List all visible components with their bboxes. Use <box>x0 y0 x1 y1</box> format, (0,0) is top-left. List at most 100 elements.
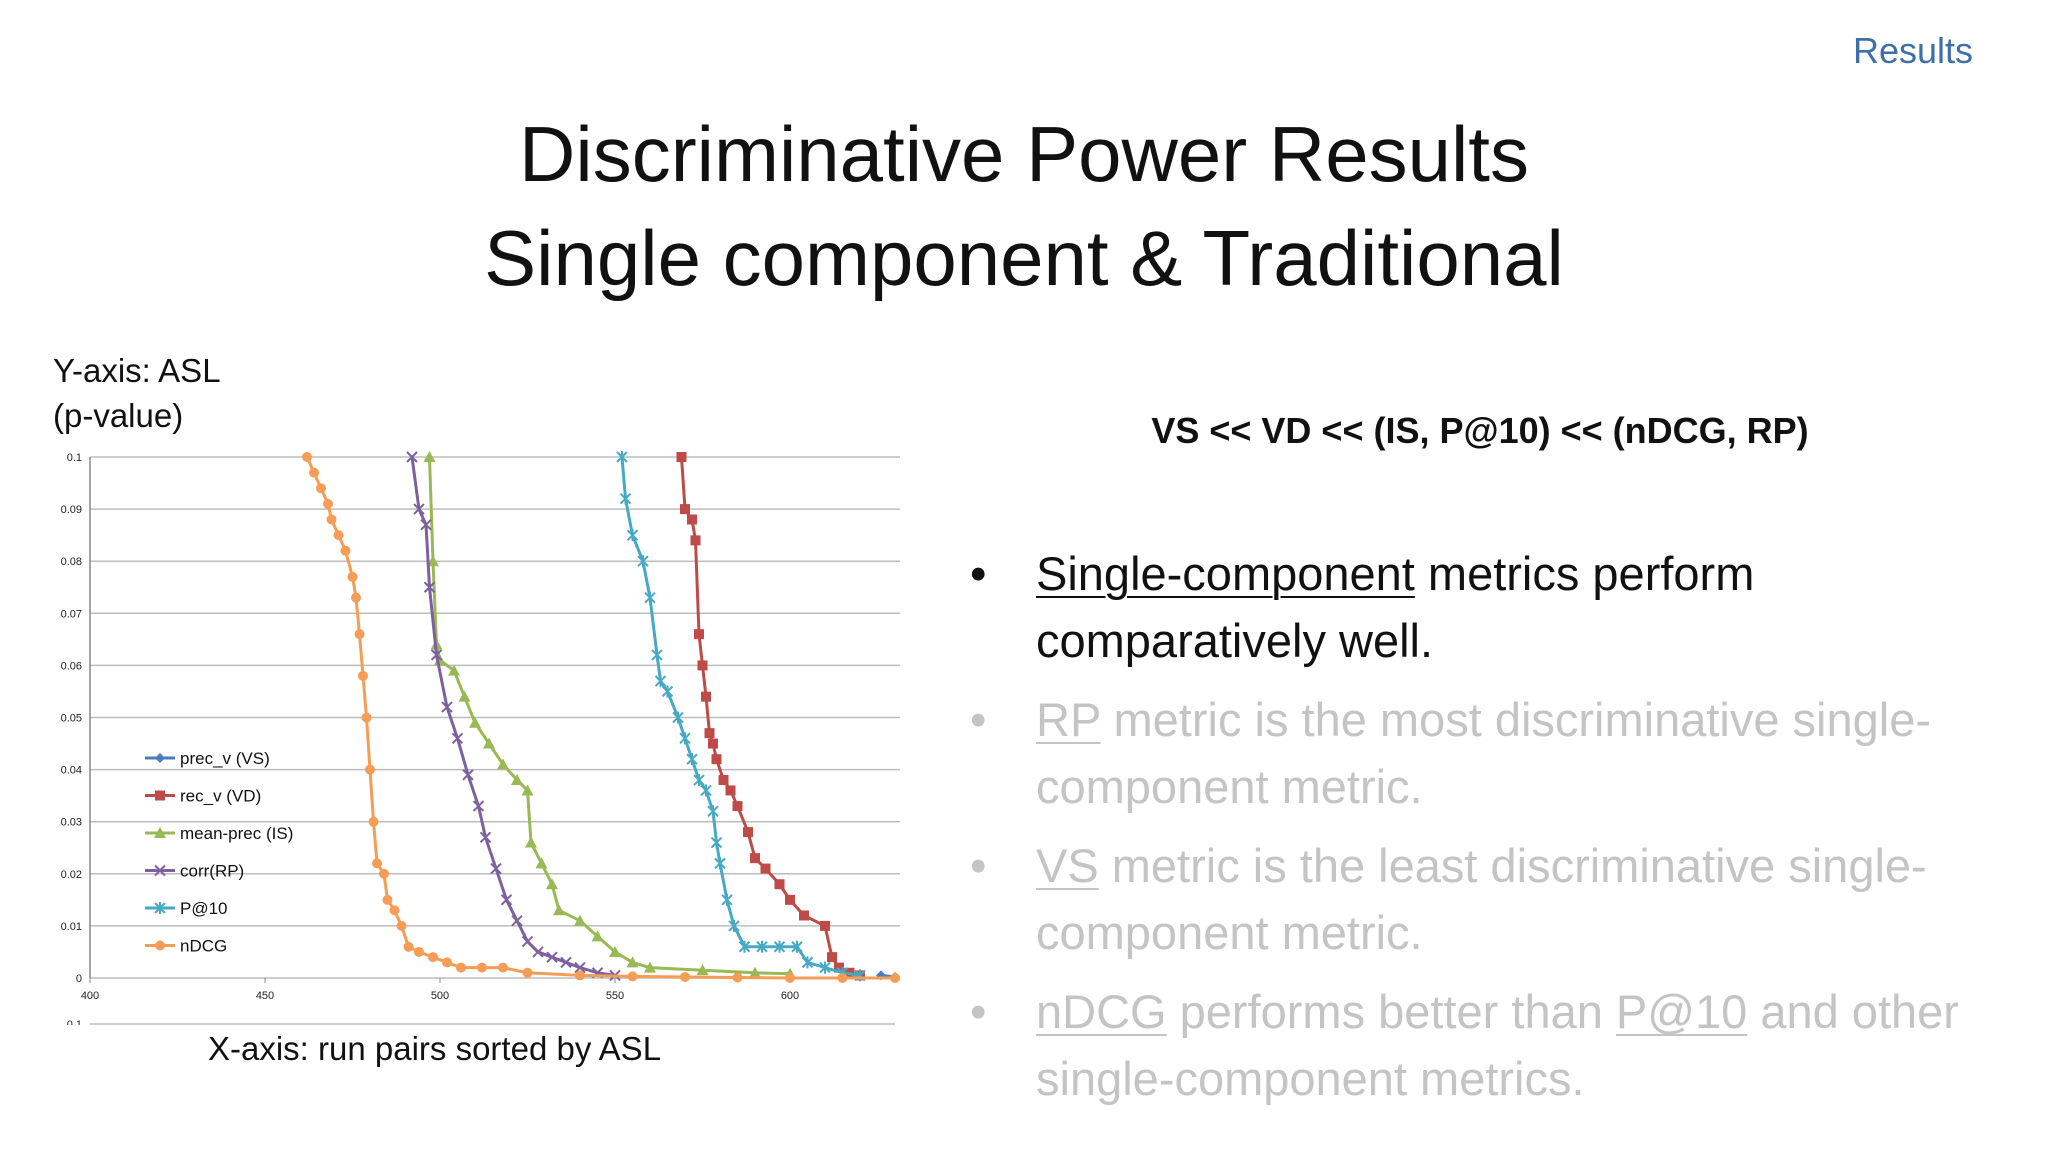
point-corr-4 <box>430 649 443 661</box>
point-ndcg-5 <box>333 530 344 541</box>
point-ndcg-16 <box>382 894 393 905</box>
point-rec_v-8 <box>708 738 718 749</box>
legend-label-p10: P@10 <box>180 899 228 918</box>
point-rec_v-9 <box>711 754 722 765</box>
point-rec_v-18 <box>799 910 809 921</box>
bullet-single-component: • Single-component metrics perform compar… <box>970 540 2010 674</box>
point-mean_prec-18 <box>626 956 639 968</box>
point-ndcg-21 <box>428 952 438 963</box>
point-p10-1 <box>619 492 632 505</box>
point-ndcg-23 <box>456 962 466 973</box>
point-p10-11 <box>693 774 705 787</box>
point-rec_v-1 <box>680 504 690 515</box>
point-corr-0 <box>406 451 418 463</box>
point-rec_v-17 <box>785 894 795 905</box>
metric-ranking: VS << VD << (IS, P@10) << (nDCG, RP) <box>1151 410 1809 451</box>
point-ndcg-30 <box>732 972 743 983</box>
bullet-dot-icon: • <box>970 693 987 746</box>
y-tick-label-0.02: 0.02 <box>61 869 82 881</box>
x-axis-caption: X-axis: run pairs sorted by ASL <box>208 1030 662 1067</box>
point-rec_v-14 <box>750 853 760 864</box>
slide-title: Discriminative Power Results Single comp… <box>0 102 2048 310</box>
point-p10-18 <box>738 940 751 953</box>
bullet-underlined-term-2: P@10 <box>1615 985 1748 1038</box>
point-corr-15 <box>546 951 558 963</box>
point-mean_prec-21 <box>749 966 761 978</box>
point-p10-7 <box>661 685 674 698</box>
bullet-rp: • RP metric is the most discriminative si… <box>970 686 2010 820</box>
legend-marker-corr <box>154 864 166 877</box>
bullet-underlined-term: RP <box>1036 693 1101 746</box>
bullet-ndcg: • nDCG performs better than P@10 and othe… <box>970 978 2010 1112</box>
point-ndcg-1 <box>309 467 319 478</box>
bullet-underlined-term: nDCG <box>1036 985 1167 1038</box>
point-rec_v-0 <box>676 452 687 462</box>
y-axis-caption: Y-axis: ASL (p-value) <box>53 348 221 438</box>
point-ndcg-10 <box>358 670 368 681</box>
point-p10-14 <box>710 836 723 849</box>
point-corr-5 <box>441 701 453 713</box>
point-p10-9 <box>679 732 691 745</box>
point-ndcg-26 <box>522 967 533 978</box>
point-corr-1 <box>413 503 425 515</box>
legend-marker-p10 <box>154 902 166 914</box>
point-ndcg-8 <box>351 592 361 603</box>
point-p10-19 <box>756 940 768 953</box>
point-corr-9 <box>479 831 492 844</box>
point-corr-16 <box>560 956 572 969</box>
point-mean_prec-16 <box>591 930 604 942</box>
series-line-rec_v <box>680 456 861 977</box>
point-p10-22 <box>801 956 814 969</box>
series-line-p10 <box>620 456 861 977</box>
point-ndcg-27 <box>575 970 585 981</box>
point-rec_v-2 <box>687 514 697 525</box>
bullet-text-2: and other single-component metrics. <box>1036 985 1959 1105</box>
point-ndcg-2 <box>316 483 326 494</box>
bullet-dot-icon: • <box>970 547 987 600</box>
point-corr-11 <box>500 894 513 906</box>
lower-chart-tick-label: 0.1 <box>67 1019 82 1025</box>
bullet-underlined-term: Single-component <box>1036 547 1415 600</box>
point-p10-13 <box>707 805 719 818</box>
point-ndcg-15 <box>379 868 389 879</box>
bullet-text: performs better than <box>1166 985 1616 1038</box>
point-p10-2 <box>626 529 639 542</box>
x-tick-label-550: 550 <box>606 990 624 1002</box>
point-mean_prec-10 <box>521 784 534 796</box>
point-p10-4 <box>644 591 656 604</box>
point-ndcg-29 <box>680 971 690 982</box>
series-line-ndcg <box>305 456 895 980</box>
point-p10-16 <box>721 893 733 906</box>
point-corr-10 <box>490 862 502 875</box>
point-mean_prec-14 <box>553 904 565 916</box>
bullet-dot-icon: • <box>970 985 987 1038</box>
point-p10-10 <box>686 753 698 766</box>
point-ndcg-14 <box>372 858 382 869</box>
point-mean_prec-20 <box>696 964 709 976</box>
point-mean_prec-5 <box>458 690 471 702</box>
legend-marker-prec_v <box>155 753 165 763</box>
point-rec_v-10 <box>718 775 729 786</box>
point-rec_v-19 <box>820 920 830 931</box>
bullet-underlined-term: VS <box>1036 839 1099 892</box>
series-line-mean_prec <box>428 456 791 976</box>
point-rec_v-16 <box>774 879 785 890</box>
asl-line-chart: 0 0.01 0.02 0.03 0.04 0.05 0.06 0.07 0.08 0.09 0.1… <box>61 451 900 1025</box>
point-rec_v-5 <box>697 660 708 671</box>
point-p10-5 <box>651 648 663 661</box>
point-ndcg-28 <box>627 971 638 982</box>
point-corr-17 <box>574 961 586 974</box>
point-ndcg-12 <box>365 764 375 775</box>
point-rec_v-20 <box>827 952 837 963</box>
point-mean_prec-19 <box>644 961 656 973</box>
legend-label-rec_v: rec_v (VD) <box>180 787 261 806</box>
series-line-corr <box>410 456 616 977</box>
bullet-vs: • VS metric is the least discriminative s… <box>970 832 2010 966</box>
point-rec_v-11 <box>725 785 736 796</box>
y-axis-caption-line-2: (p-value) <box>53 397 184 434</box>
point-corr-12 <box>511 914 523 927</box>
point-p10-12 <box>700 784 712 797</box>
x-tick-label-400: 400 <box>81 990 99 1002</box>
y-tick-label-0.08: 0.08 <box>61 556 82 568</box>
point-ndcg-20 <box>414 946 424 957</box>
